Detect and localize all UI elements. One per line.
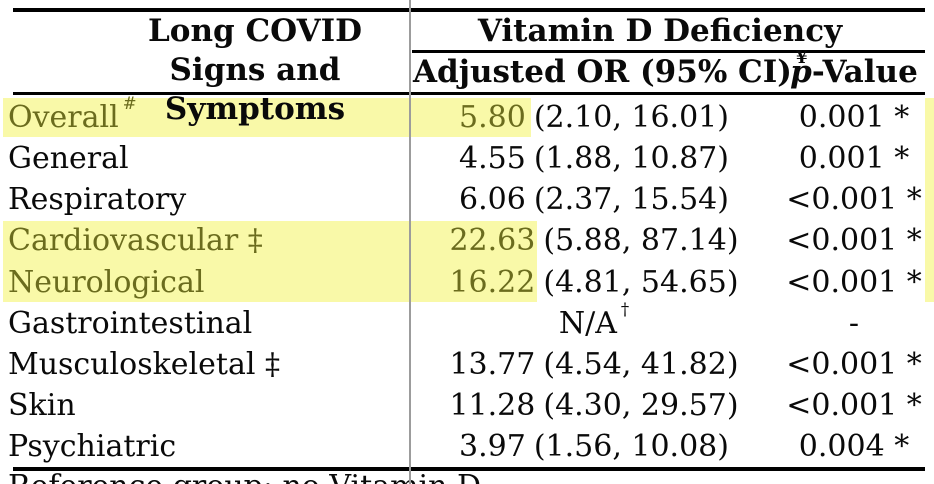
row-p-cell: <0.001 * [786,265,922,300]
highlight-band-right-edge-sliver [925,98,934,302]
row-p-cell: 0.004 * [798,429,910,464]
row-label: Gastrointestinal [8,306,253,341]
table-row-musculoskeletal: Musculoskeletal ‡ 13.77 (4.54, 41.82) <0.… [0,344,934,385]
table-bottom-rule [13,467,925,471]
row-label: Overall # [8,93,137,135]
table-top-rule [13,8,925,12]
row-or-cell: 6.06 (2.37, 15.54) [459,182,729,217]
footer-caption-partial: Reference group: no Vitamin D [8,472,481,484]
header-bottom-rule [13,92,925,95]
p-header-italic: p [790,54,812,90]
row-or-cell: 13.77 (4.54, 41.82) [449,347,739,382]
row-or-cell: 5.80 (2.10, 16.01) [459,100,729,135]
row-p-cell: 0.001 * [798,100,910,135]
column-header-signs-symptoms: Long COVID Signs and Symptoms [100,12,410,129]
header-line-1: Long COVID [147,13,363,49]
column-header-p-value: p-Value [775,54,933,91]
row-or-cell: 16.22 (4.81, 54.65) [449,265,739,300]
row-label: Cardiovascular ‡ [8,223,263,258]
row-p-cell: - [848,306,860,341]
row-p-cell: <0.001 * [786,223,922,258]
table-row-cardiovascular: Cardiovascular ‡ 22.63 (5.88, 87.14) <0.0… [0,220,934,261]
group-header-underline [412,50,925,53]
row-p-cell: <0.001 * [786,347,922,382]
column-divider-line [409,0,411,484]
row-p-cell: 0.001 * [798,141,910,176]
table-row-respiratory: Respiratory 6.06 (2.37, 15.54) <0.001 * [0,179,934,220]
row-p-cell: <0.001 * [786,182,922,217]
table-row-gastrointestinal: Gastrointestinal N/A † - [0,299,934,344]
or-header-superscript: ¥ [795,48,808,68]
row-label: General [8,141,129,176]
row-label: Psychiatric [8,429,177,464]
table-row-neurological: Neurological 16.22 (4.81, 54.65) <0.001 * [0,262,934,303]
highlight-band-cardio-neuro [3,221,537,302]
row-label: Neurological [8,265,205,300]
row-or-cell: 22.63 (5.88, 87.14) [449,223,739,258]
table-row-general: General 4.55 (1.88, 10.87) 0.001 * [0,138,934,179]
or-header-text: Adjusted OR (95% CI) [413,54,792,90]
row-label: Musculoskeletal ‡ [8,347,280,382]
table-row-overall: Overall # 5.80 (2.10, 16.01) 0.001 * [0,93,934,138]
row-label: Respiratory [8,182,187,217]
table-row-psychiatric: Psychiatric 3.97 (1.56, 10.08) 0.004 * [0,426,934,467]
table-row-skin: Skin 11.28 (4.30, 29.57) <0.001 * [0,385,934,426]
group-header-vitamin-d: Vitamin D Deficiency [477,13,843,49]
header-line-2: Signs and Symptoms [164,52,346,127]
row-or-cell: N/A † [558,299,630,341]
column-header-adjusted-or: Adjusted OR (95% CI) ¥ [413,49,808,91]
p-header-rest: -Value [811,54,918,90]
row-label: Skin [8,388,76,423]
row-or-cell: 11.28 (4.30, 29.57) [449,388,739,423]
row-or-cell: 4.55 (1.88, 10.87) [459,141,729,176]
row-or-cell: 3.97 (1.56, 10.08) [459,429,729,464]
row-p-cell: <0.001 * [786,388,922,423]
highlight-band-overall [3,98,531,137]
